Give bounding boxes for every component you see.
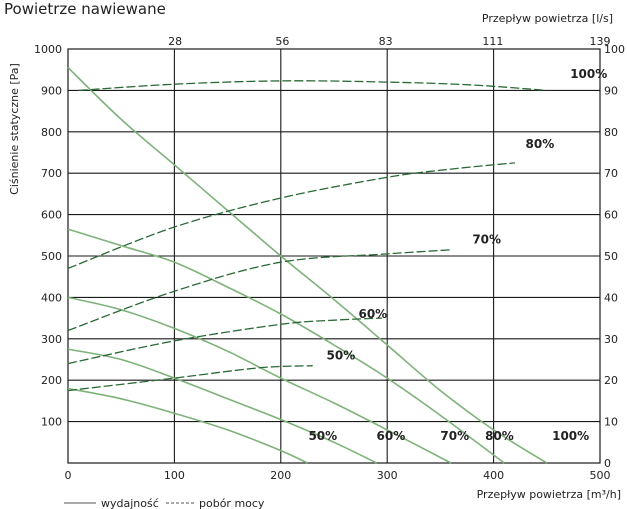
y2-tick-label: 60 — [604, 209, 618, 222]
y2-tick-label: 20 — [604, 374, 618, 387]
power-curve-label: 50% — [327, 348, 356, 362]
performance-curve-label: 80% — [485, 429, 514, 443]
x-tick-label: 500 — [590, 469, 611, 482]
performance-curve — [67, 228, 505, 464]
x-tick-label: 200 — [270, 469, 291, 482]
y-tick-label: 900 — [41, 84, 62, 97]
x-top-tick-label: 83 — [379, 35, 393, 48]
performance-curve — [67, 387, 308, 464]
performance-curve — [67, 348, 377, 464]
power-curve — [67, 162, 515, 270]
performance-curve-label: 100% — [552, 429, 589, 443]
performance-curve-label: 70% — [440, 429, 469, 443]
y-tick-label: 100 — [41, 416, 62, 429]
y-tick-label: 300 — [41, 333, 62, 346]
y2-tick-label: 0 — [604, 457, 611, 470]
power-curve — [67, 317, 382, 365]
y2-tick-label: 90 — [604, 84, 618, 97]
x-tick-label: 100 — [164, 469, 185, 482]
y-tick-label: 1000 — [34, 43, 62, 56]
chart-title: Powietrze nawiewane — [4, 0, 166, 18]
y2-tick-label: 40 — [604, 291, 618, 304]
power-curve — [78, 80, 547, 92]
legend-dashed-label: pobór mocy — [199, 497, 265, 509]
y2-tick-label: 50 — [604, 250, 618, 263]
power-curve — [67, 365, 313, 392]
x-top-tick-label: 111 — [482, 35, 503, 48]
y2-tick-label: 10 — [604, 416, 618, 429]
x-top-axis-label: Przepływ powietrza [l/s] — [482, 12, 613, 25]
grid — [67, 48, 601, 464]
power-curve-label: 80% — [526, 137, 555, 151]
legend-solid-label: wydajność — [101, 497, 159, 509]
power-curve — [67, 249, 452, 332]
y-tick-label: 700 — [41, 167, 62, 180]
y-axis-label: Ciśnienie statyczne [Pa] — [8, 63, 21, 195]
performance-curve-label: 60% — [377, 429, 406, 443]
curves — [67, 67, 548, 464]
performance-curve-label: 50% — [308, 429, 337, 443]
performance-curve — [67, 67, 548, 464]
x-top-tick-label: 139 — [590, 35, 611, 48]
y-tick-label: 600 — [41, 209, 62, 222]
x-top-tick-label: 56 — [275, 35, 289, 48]
y-tick-label: 500 — [41, 250, 62, 263]
y2-tick-label: 80 — [604, 126, 618, 139]
x-tick-label: 0 — [65, 469, 72, 482]
x-axis-label: Przepływ powietrza [m³/h] — [477, 488, 621, 501]
y-tick-label: 400 — [41, 291, 62, 304]
power-curve-label: 70% — [472, 232, 501, 246]
curve-labels: 50% 60% 70% 80% 100% 100% 80% 70% 60% 50% — [308, 67, 607, 443]
x-tick-label: 400 — [483, 469, 504, 482]
y2-tick-label: 70 — [604, 167, 618, 180]
y-tick-label: 800 — [41, 126, 62, 139]
x-tick-label: 300 — [377, 469, 398, 482]
y2-tick-label: 30 — [604, 333, 618, 346]
power-curve-label: 100% — [570, 67, 607, 81]
x-top-tick-label: 28 — [168, 35, 182, 48]
y2-tick-label: 100 — [604, 43, 625, 56]
power-curve-label: 60% — [358, 307, 387, 321]
y-tick-label: 200 — [41, 374, 62, 387]
legend: wydajność pobór mocy — [64, 497, 265, 509]
performance-curve — [67, 296, 452, 464]
